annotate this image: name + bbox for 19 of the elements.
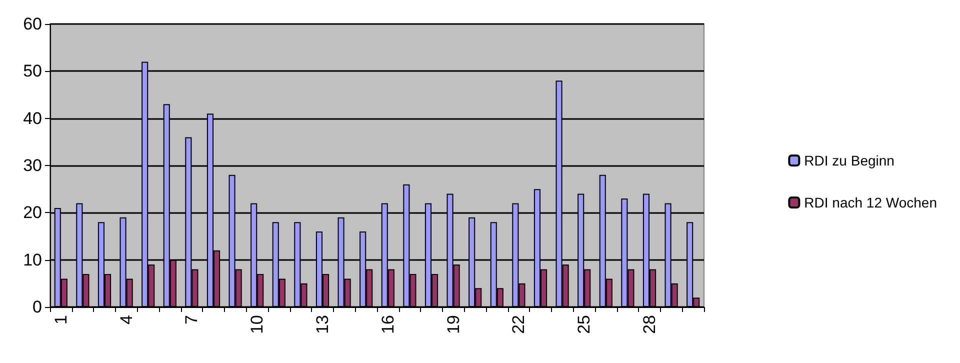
y-tick-label: 0 — [32, 298, 42, 316]
y-tick-label: 60 — [23, 14, 42, 34]
x-tick-label: 28 — [640, 315, 659, 334]
x-tick-label: 7 — [182, 315, 202, 324]
x-tick-label: 10 — [248, 315, 267, 334]
y-tick-label: 20 — [23, 203, 42, 222]
legend-label: RDI nach 12 Wochen — [804, 194, 938, 210]
x-tick-label: 25 — [574, 315, 594, 334]
x-tick-label: 22 — [509, 315, 528, 334]
x-tick-label: 19 — [444, 315, 463, 334]
y-tick-label: 40 — [23, 108, 42, 128]
y-tick-label: 30 — [23, 156, 42, 175]
legend-label: RDI zu Beginn — [804, 152, 894, 168]
x-tick-label: 16 — [378, 315, 398, 334]
x-tick-label: 1 — [51, 315, 70, 324]
y-tick-label: 50 — [23, 62, 42, 81]
x-tick-label: 4 — [116, 315, 136, 324]
y-tick-label: 10 — [23, 250, 42, 270]
x-tick-label: 13 — [313, 315, 332, 334]
